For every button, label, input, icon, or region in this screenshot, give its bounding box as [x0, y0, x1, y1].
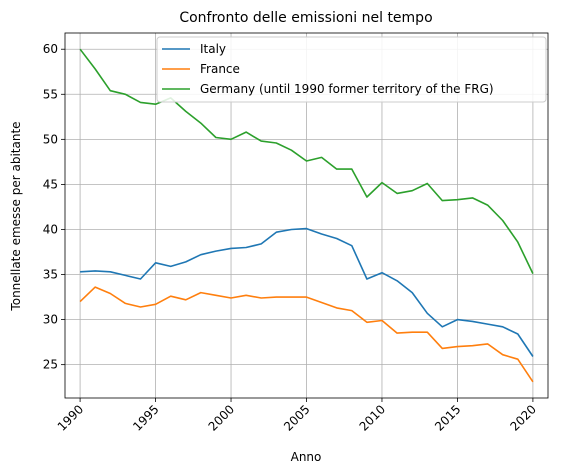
y-tick-label: 45 — [43, 177, 58, 191]
legend-label: Italy — [200, 42, 226, 56]
legend-label: Germany (until 1990 former territory of … — [200, 82, 494, 96]
series-line-1 — [79, 286, 534, 383]
x-axis-label: Anno — [291, 450, 322, 464]
x-tick-label: 2015 — [432, 402, 463, 433]
series-line-0 — [80, 227, 534, 357]
x-tick-label: 2010 — [357, 402, 388, 433]
x-tick-label: 2000 — [206, 402, 237, 433]
y-tick-label: 30 — [43, 313, 58, 327]
legend: Italy France Germany (until 1990 former te… — [156, 36, 547, 103]
x-tick-label: 1995 — [130, 402, 161, 433]
y-tick-label: 40 — [43, 222, 58, 236]
y-tick-label: 55 — [43, 87, 58, 101]
series-lines — [79, 48, 534, 383]
legend-box — [156, 36, 547, 103]
y-tick-label: 50 — [43, 132, 58, 146]
x-tick-label: 2020 — [508, 402, 539, 433]
y-axis-label: Tonnellate emesse per abitante — [9, 121, 23, 311]
y-tick-label: 60 — [43, 42, 58, 56]
series-line-2 — [79, 48, 534, 274]
x-tick-label: 1990 — [55, 402, 86, 433]
chart-title: Confronto delle emissioni nel tempo — [179, 10, 432, 26]
x-tick-label: 2005 — [281, 402, 312, 433]
legend-label: France — [200, 62, 240, 76]
y-tick-label: 35 — [43, 268, 58, 282]
y-tick-label: 25 — [43, 358, 58, 372]
